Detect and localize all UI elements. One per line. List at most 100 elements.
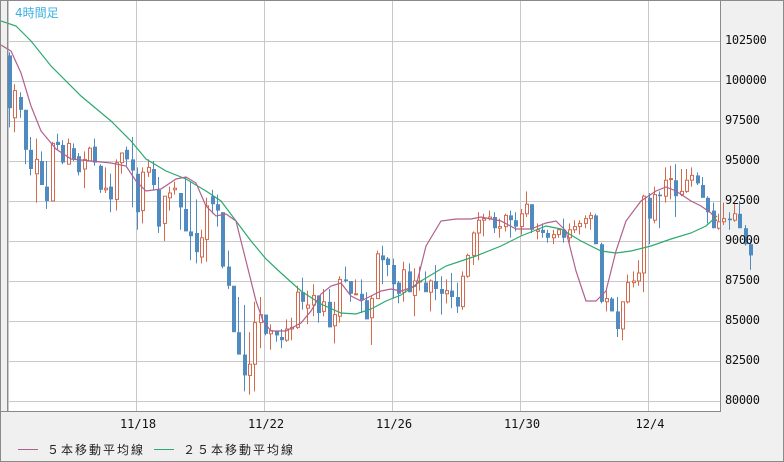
candle (685, 169, 689, 193)
candle (456, 282, 460, 313)
candle (141, 167, 145, 224)
candle (56, 133, 60, 150)
candle (610, 297, 614, 312)
candle (381, 245, 385, 285)
candle (722, 202, 726, 225)
legend-ma5: ５本移動平均線 (18, 441, 145, 458)
candle (173, 181, 177, 195)
candle (344, 266, 348, 283)
candle (658, 191, 662, 229)
candle (8, 52, 12, 128)
candle (306, 290, 310, 325)
candle (616, 297, 620, 337)
candle (211, 189, 215, 214)
candle (541, 223, 545, 238)
x-tick-label: 11/30 (503, 417, 541, 431)
candle (83, 151, 87, 189)
candle (115, 159, 119, 211)
x-tick-label: 11/18 (119, 417, 157, 431)
candle (621, 301, 625, 341)
candle (179, 193, 183, 230)
y-tick-label: 87500 (725, 273, 760, 287)
candle (669, 165, 673, 200)
candle (227, 250, 231, 289)
candle (434, 265, 438, 301)
y-tick-label: 90000 (725, 233, 760, 247)
candle (328, 289, 332, 328)
candle (200, 229, 204, 264)
candle (461, 271, 465, 310)
candle (392, 258, 396, 299)
candle (248, 332, 252, 395)
candle (301, 277, 305, 310)
candle (275, 330, 279, 342)
y-tick-label: 92500 (725, 193, 760, 207)
candle (67, 138, 71, 165)
ma25-line (1, 20, 718, 315)
candle (99, 164, 103, 193)
candle (109, 173, 113, 213)
candle (600, 242, 604, 304)
candle (445, 279, 449, 304)
candle (157, 177, 161, 233)
timeframe-label: 4時間足 (15, 6, 59, 20)
candle (349, 281, 353, 302)
candle (450, 273, 454, 309)
y-tick-label: 82500 (725, 353, 760, 367)
candle (45, 161, 49, 209)
candle (701, 177, 705, 198)
candle (72, 143, 76, 161)
y-tick-label: 100000 (725, 73, 767, 87)
candle (408, 263, 412, 293)
candle (77, 153, 81, 176)
candle (589, 212, 593, 230)
candle (642, 194, 646, 293)
legend-ma25: ２５本移動平均線 (154, 441, 295, 458)
candle (147, 159, 151, 177)
candle (493, 212, 497, 233)
candle (424, 271, 428, 293)
candle (131, 137, 135, 208)
candle (168, 186, 172, 211)
candle (19, 92, 23, 118)
candle (557, 228, 561, 238)
candle (184, 177, 188, 232)
candle (744, 225, 748, 246)
candle (152, 161, 156, 190)
candle (397, 281, 401, 304)
candle (466, 253, 470, 278)
candle (163, 195, 167, 241)
candle (440, 276, 444, 315)
x-tick-label: 12/4 (635, 417, 665, 431)
candle (360, 279, 364, 313)
candle (477, 212, 481, 261)
x-tick-label: 11/26 (375, 417, 413, 431)
candle (632, 271, 636, 288)
candle (280, 329, 284, 349)
candle (733, 204, 737, 222)
y-tick-label: 102500 (725, 33, 767, 47)
candle (696, 172, 700, 185)
candle (578, 220, 582, 235)
ma25-swatch-icon (154, 449, 174, 450)
candle (653, 186, 657, 224)
candle (504, 213, 508, 232)
candle (136, 167, 140, 230)
candle (243, 305, 247, 392)
candle (317, 295, 321, 323)
candle (738, 201, 742, 229)
candle (605, 290, 609, 312)
candle (648, 193, 652, 245)
plot-area (1, 1, 753, 412)
candle (296, 285, 300, 329)
candle (40, 151, 44, 185)
candle (498, 218, 502, 238)
x-tick-label: 11/22 (247, 417, 285, 431)
candle (573, 220, 577, 233)
candle (51, 141, 55, 202)
candle (195, 199, 199, 264)
candle (24, 109, 28, 165)
ma5-line (1, 44, 718, 332)
candle (125, 146, 129, 166)
